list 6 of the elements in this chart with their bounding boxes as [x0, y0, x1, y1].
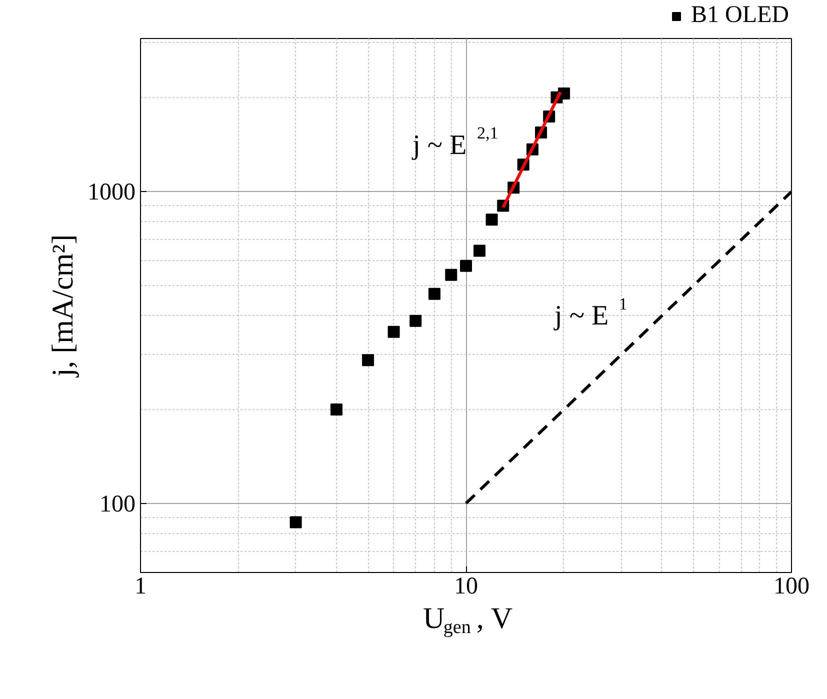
x-tick-label: 1 — [134, 574, 146, 600]
x-tick-label: 100 — [774, 574, 810, 600]
x-tick-label: 10 — [454, 574, 478, 600]
y-tick-label: 1000 — [88, 180, 136, 206]
legend-label: B1 OLED — [691, 2, 789, 29]
y-axis-title: j, [mA/cm²] — [46, 234, 80, 378]
